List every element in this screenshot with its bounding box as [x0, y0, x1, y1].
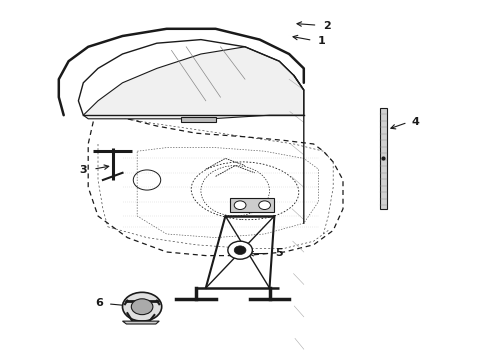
Circle shape: [122, 292, 162, 321]
Text: 4: 4: [412, 117, 419, 127]
Circle shape: [234, 246, 246, 255]
Polygon shape: [122, 321, 159, 324]
Text: 6: 6: [95, 298, 103, 309]
Polygon shape: [181, 117, 216, 122]
Text: 3: 3: [79, 165, 87, 175]
Polygon shape: [83, 47, 304, 119]
Circle shape: [234, 201, 246, 210]
Polygon shape: [380, 108, 387, 209]
Text: 5: 5: [275, 248, 283, 258]
Circle shape: [259, 201, 270, 210]
Text: 1: 1: [318, 36, 325, 46]
Polygon shape: [230, 198, 274, 212]
Text: 2: 2: [323, 21, 331, 31]
Circle shape: [131, 299, 153, 315]
Circle shape: [228, 241, 252, 259]
